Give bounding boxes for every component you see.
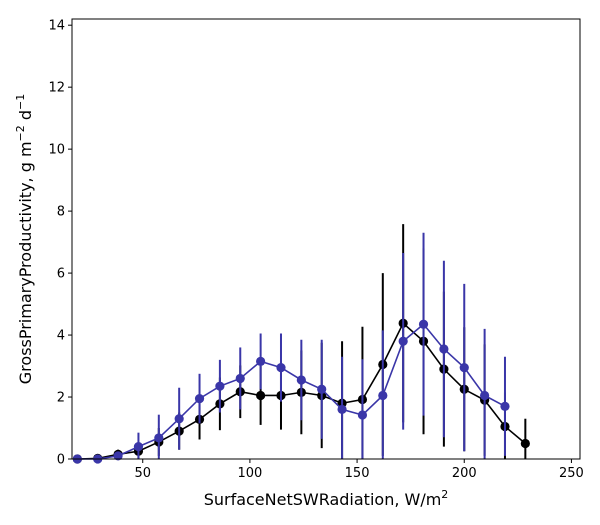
data-point <box>235 373 245 384</box>
x-tick-label: 100 <box>237 466 262 481</box>
data-point <box>520 438 530 449</box>
data-point <box>256 390 266 401</box>
x-tick-label: 150 <box>345 466 370 481</box>
data-point <box>500 401 510 411</box>
series-layer <box>72 224 530 464</box>
data-point <box>357 410 368 420</box>
data-point <box>296 375 306 385</box>
plot-frame <box>71 18 581 460</box>
x-tick-label: 50 <box>134 466 151 481</box>
x-axis-label: SurfaceNetSWRadiation, W/m2 <box>204 488 449 509</box>
data-point <box>174 414 184 424</box>
data-point <box>256 356 266 366</box>
y-tick-label: 12 <box>48 81 65 96</box>
data-point <box>194 393 205 404</box>
y-tick-label: 2 <box>57 391 65 406</box>
data-point <box>439 344 449 354</box>
data-point <box>378 390 388 401</box>
data-point <box>113 451 123 461</box>
x-tick-label: 250 <box>559 466 584 481</box>
data-point <box>317 384 327 394</box>
series-line <box>77 323 506 460</box>
y-axis-label-text: GrossPrimaryProductivity, g m <box>16 141 35 384</box>
y-tick-label: 14 <box>48 19 65 34</box>
x-axis-label-text: SurfaceNetSWRadiation, W/m <box>204 490 442 509</box>
y-tick-label: 6 <box>57 267 65 282</box>
data-point <box>480 390 490 401</box>
y-axis-label-sup-2: −1 <box>14 94 27 110</box>
y-axis-label: GrossPrimaryProductivity, g m−2 d−1 <box>14 94 35 384</box>
data-point <box>398 336 408 346</box>
series-blue <box>72 232 510 464</box>
data-point <box>276 362 286 373</box>
data-point <box>154 433 164 443</box>
ticks-layer: 50 100 150 200 250 0 2 4 6 8 10 12 14 <box>48 19 583 481</box>
y-tick-label: 10 <box>48 143 65 158</box>
data-point <box>418 319 429 329</box>
y-tick-label: 8 <box>57 205 65 220</box>
data-point <box>459 362 469 373</box>
data-point <box>133 442 144 452</box>
data-point <box>337 404 347 415</box>
x-tick-label: 200 <box>452 466 477 481</box>
y-axis-label-sup-1: −2 <box>14 125 27 141</box>
y-axis-label-mid: d <box>16 110 35 125</box>
data-point <box>215 381 225 391</box>
y-tick-label: 0 <box>57 453 65 468</box>
y-tick-label: 4 <box>57 329 65 344</box>
x-axis-label-sup: 2 <box>441 488 448 501</box>
